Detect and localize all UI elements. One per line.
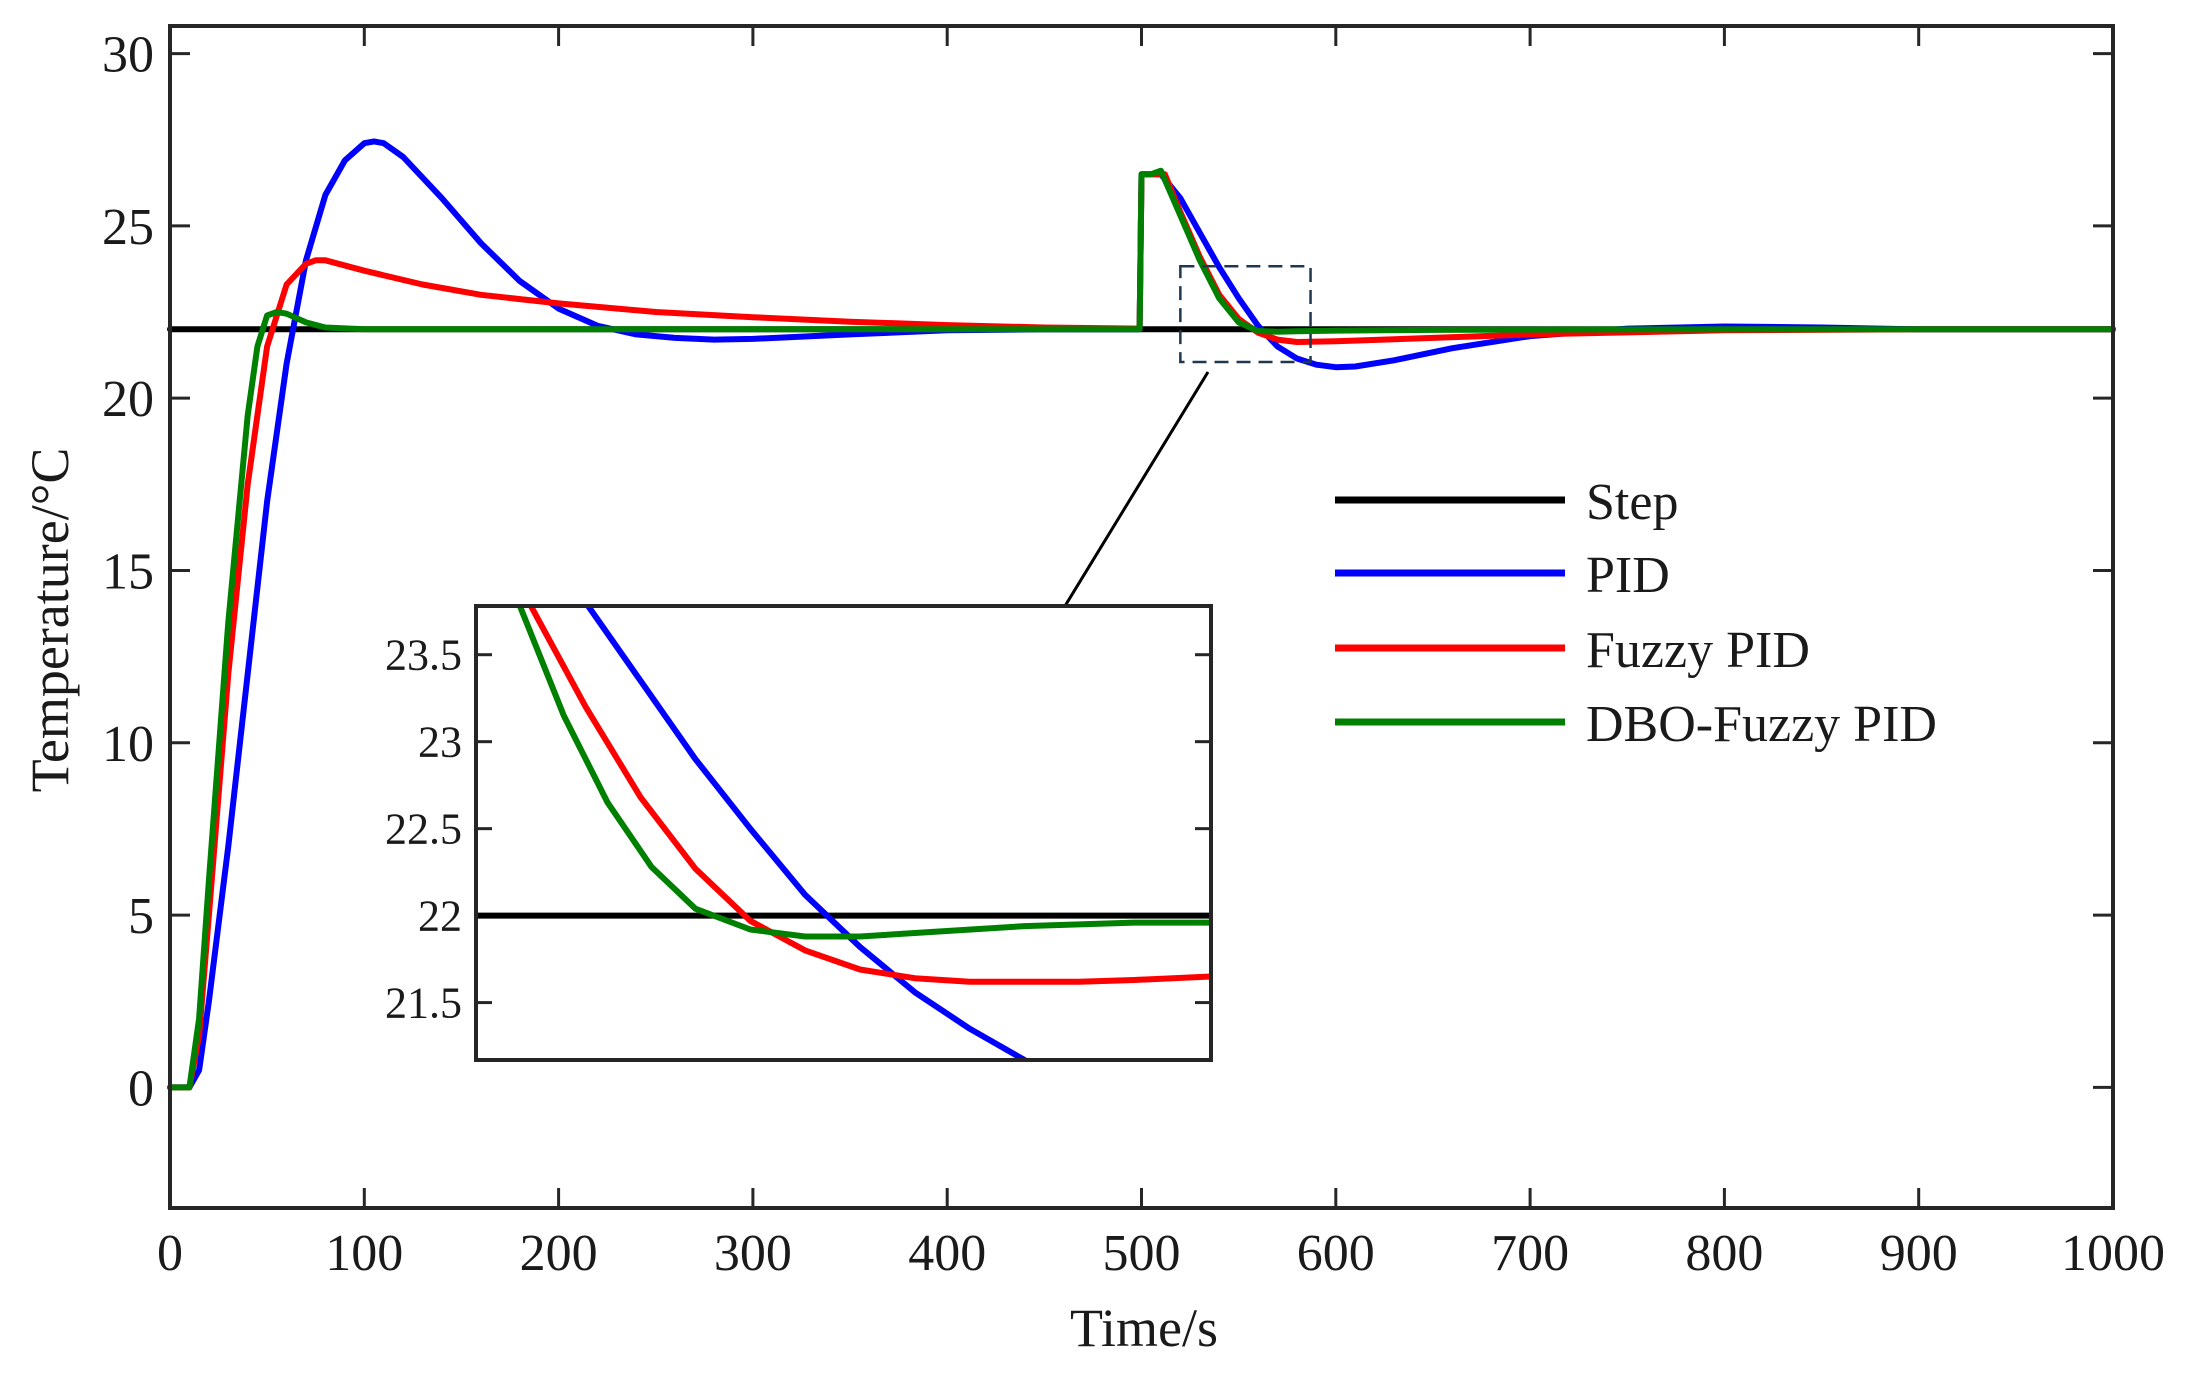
y-tick-label: 0 [128, 1060, 154, 1117]
inset-series-line-dbo-fuzzy-pid [516, 606, 1211, 940]
legend-label-step: Step [1586, 474, 1678, 531]
inset-background [476, 606, 1211, 1060]
x-tick-label: 400 [908, 1225, 986, 1282]
y-tick-label: 25 [102, 199, 154, 256]
inset-y-tick-label: 22.5 [385, 805, 462, 854]
main-plot-series [167, 138, 2116, 1091]
inset-plot-frame [474, 604, 1213, 1062]
x-tick-label: 900 [1880, 1225, 1958, 1282]
inset-y-tick-label: 23.5 [385, 631, 462, 680]
inset-series-line-fuzzy-pid [527, 606, 1211, 985]
series-line-fuzzy-pid [167, 171, 2116, 1091]
inset-y-tick-label: 21.5 [385, 979, 462, 1028]
x-tick-label: 1000 [2061, 1225, 2165, 1282]
main-axis-tick-labels: 0 100 200 300 400 500 600 700 800 900 1000 0 5 10 15 20… [102, 27, 2165, 1282]
inset-series-line-pid [584, 606, 1028, 1060]
x-tick-label: 800 [1685, 1225, 1763, 1282]
x-tick-label: 200 [520, 1225, 598, 1282]
legend-label-fuzzy-pid: Fuzzy PID [1586, 622, 1810, 679]
x-tick-label: 700 [1491, 1225, 1569, 1282]
x-tick-label: 600 [1297, 1225, 1375, 1282]
x-axis-label: Time/s [1070, 1298, 1218, 1358]
series-line-dbo-fuzzy-pid [167, 167, 2116, 1091]
zoom-arrow-line [1055, 371, 1210, 620]
y-tick-label: 10 [102, 716, 154, 773]
main-plot-frame [168, 24, 2115, 1210]
legend-label-dbo-fuzzy-pid: DBO-Fuzzy PID [1586, 696, 1937, 753]
y-tick-label: 20 [102, 371, 154, 428]
y-tick-label: 30 [102, 27, 154, 84]
inset-plot-series [476, 606, 1211, 1060]
legend-label-pid: PID [1586, 547, 1670, 604]
y-tick-label: 15 [102, 543, 154, 600]
y-tick-label: 5 [128, 888, 154, 945]
legend: Step PID Fuzzy PID DBO-Fuzzy PID [1335, 474, 1937, 753]
series-line-pid [167, 138, 2116, 1091]
inset-y-tick-label: 23 [418, 718, 462, 767]
x-tick-label: 300 [714, 1225, 792, 1282]
zoom-region-box [1179, 264, 1312, 364]
x-tick-label: 100 [325, 1225, 403, 1282]
inset-y-tick-label: 22 [418, 892, 462, 941]
x-tick-label: 500 [1103, 1225, 1181, 1282]
x-tick-label: 0 [157, 1225, 183, 1282]
inset-axis-tick-labels: 21.5 22 22.5 23 23.5 [385, 631, 462, 1028]
y-axis-label: Temperature/°C [20, 448, 80, 793]
